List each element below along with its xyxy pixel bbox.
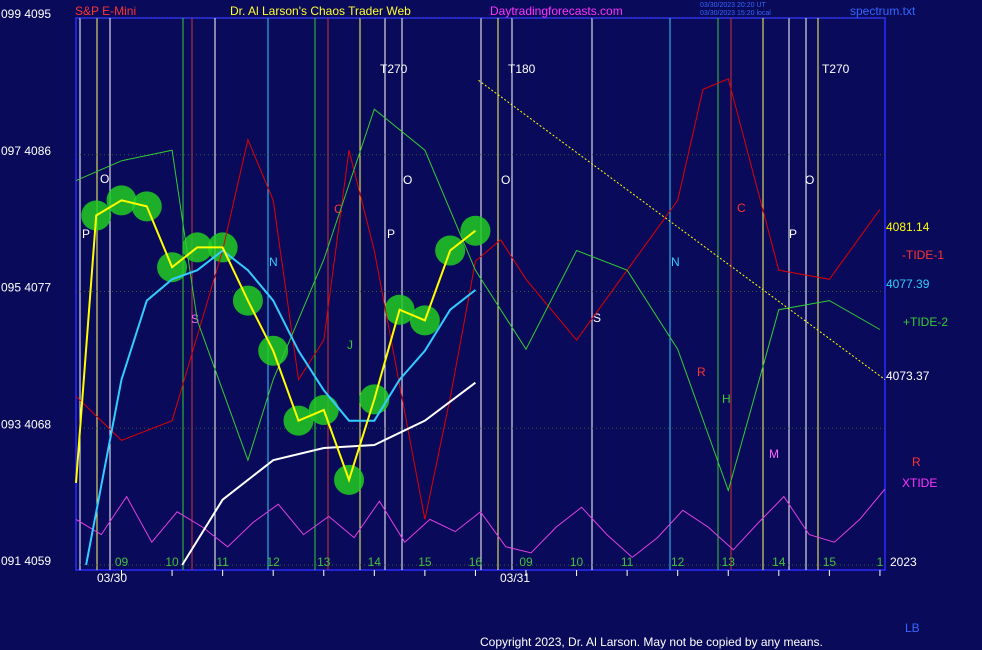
trend-line — [478, 79, 886, 381]
x-tick-label: 13 — [722, 555, 736, 569]
annotation: R — [697, 365, 706, 379]
annotation: P — [387, 227, 395, 241]
annotation: +TIDE-2 — [903, 315, 948, 329]
annotation: R — [912, 455, 921, 469]
x-tick-label: 13 — [317, 555, 331, 569]
timestamp: 03/30/2023 15:20 local — [700, 10, 771, 17]
y-tick-label: 091 4059 — [1, 554, 51, 568]
series-line — [85, 249, 477, 566]
y-tick-label: 099 4095 — [1, 7, 51, 21]
annotation: J — [347, 338, 353, 352]
x-tick-label: 10 — [570, 555, 584, 569]
annotation: XTIDE — [902, 476, 937, 490]
series-line — [75, 488, 886, 559]
site: Daytradingforecasts.com — [490, 4, 623, 18]
copyright: Copyright 2023, Dr. Al Larson. May not b… — [480, 635, 823, 649]
x-tick-label: 15 — [418, 555, 432, 569]
annotation: P — [82, 227, 90, 241]
date-label: 03/31 — [500, 571, 530, 585]
annotation: S — [593, 311, 601, 325]
annotation: N — [269, 255, 278, 269]
annotation: LB — [905, 621, 920, 635]
annotation: O — [805, 173, 814, 187]
x-tick-label: 1 — [877, 555, 884, 569]
annotation: M — [769, 447, 779, 461]
x-tick-label: 12 — [267, 555, 281, 569]
x-tick-label: 11 — [621, 555, 634, 569]
legend-entry: 4073.37 — [886, 369, 930, 383]
annotation: O — [501, 173, 510, 187]
x-tick-label: 16 — [469, 555, 483, 569]
legend-entry: 4077.39 — [886, 277, 930, 291]
annotation: O — [100, 172, 109, 186]
y-tick-label: 097 4086 — [1, 144, 51, 158]
file-name: spectrum.txt — [850, 4, 916, 18]
series-line — [75, 199, 477, 484]
y-tick-label: 095 4077 — [1, 281, 51, 295]
x-tick-label: 10 — [165, 555, 179, 569]
annotation: T270 — [380, 62, 408, 76]
series-line — [75, 108, 881, 493]
x-tick-label: 15 — [823, 555, 837, 569]
x-tick-label: 11 — [216, 555, 229, 569]
timestamp: 03/30/2023 20:20 UT — [700, 2, 766, 9]
annotation: 2023 — [890, 555, 917, 569]
annotation: C — [334, 202, 343, 216]
annotation: S — [191, 312, 199, 326]
annotation: T270 — [822, 62, 850, 76]
cycle-lines — [79, 18, 819, 570]
annotation: -TIDE-1 — [902, 248, 944, 262]
date-label: 03/30 — [97, 571, 127, 585]
annotation: T180 — [508, 62, 536, 76]
instrument: S&P E-Mini — [75, 4, 136, 18]
y-tick-label: 093 4068 — [1, 417, 51, 431]
x-tick-label: 12 — [671, 555, 685, 569]
annotation: C — [737, 201, 746, 215]
x-tick-label: 14 — [772, 555, 786, 569]
series-line — [181, 381, 477, 566]
chart-title: Dr. Al Larson's Chaos Trader Web — [230, 4, 411, 18]
price-bubble — [460, 215, 491, 246]
annotation: N — [671, 255, 680, 269]
annotations: T270 T180 T270 O P S N C J P O O S N R H… — [82, 62, 948, 635]
legend-entry: 4081.14 — [886, 220, 930, 234]
annotation: P — [789, 227, 797, 241]
annotation: H — [722, 392, 731, 406]
annotation: O — [403, 173, 412, 187]
x-tick-label: 14 — [368, 555, 382, 569]
series-line — [75, 78, 881, 520]
x-tick-label: 09 — [115, 555, 129, 569]
x-tick-label: 09 — [519, 555, 533, 569]
